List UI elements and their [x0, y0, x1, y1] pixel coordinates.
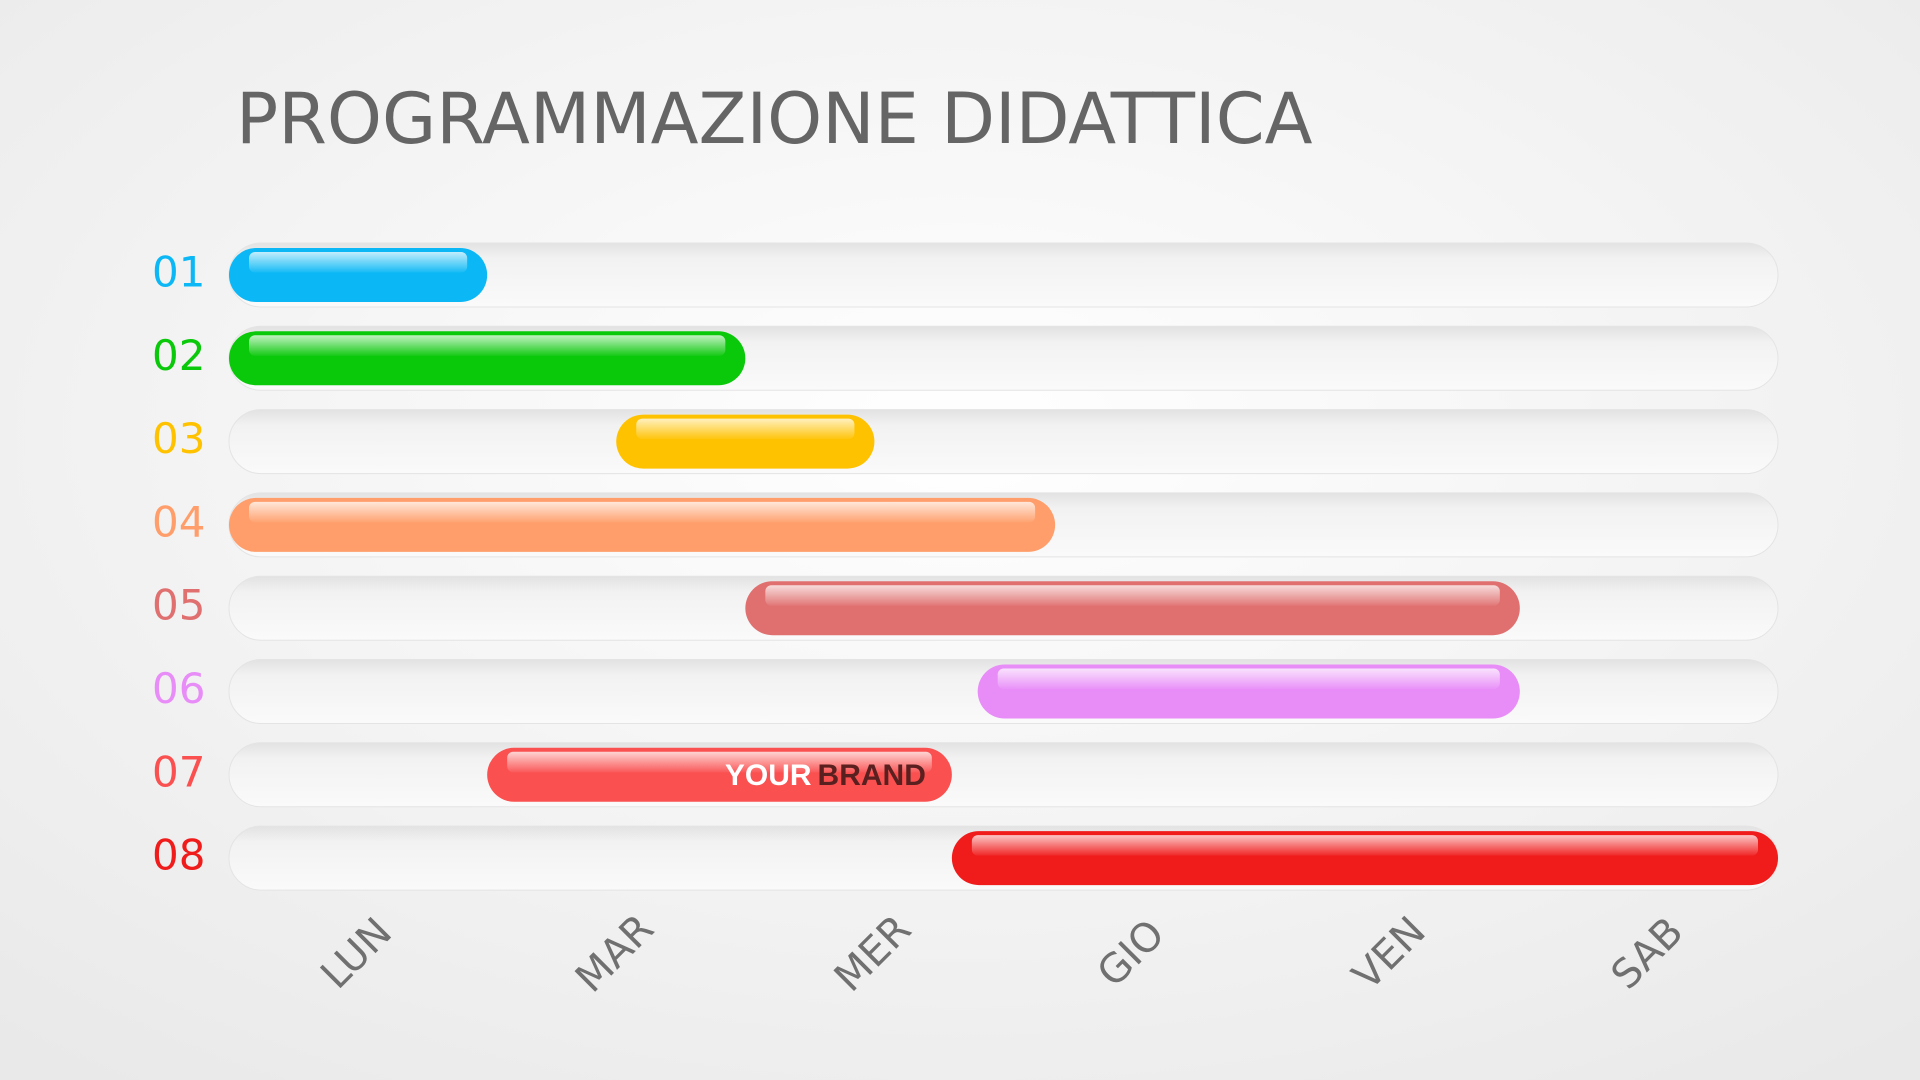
row-label: 03	[152, 414, 205, 463]
bar-highlight	[249, 501, 1036, 523]
watermark: YOUR BRAND	[725, 759, 926, 792]
track	[228, 409, 1779, 475]
watermark-word: YOUR	[725, 759, 812, 792]
track	[228, 742, 1779, 808]
bar-highlight	[971, 835, 1758, 856]
bar-highlight	[249, 335, 726, 356]
bar-highlight	[997, 668, 1500, 690]
bar-highlight	[636, 418, 855, 440]
row-label: 08	[152, 831, 205, 880]
row-label: 01	[152, 248, 205, 297]
row-label: 02	[152, 331, 205, 380]
row-label: 04	[152, 497, 205, 546]
bar-highlight	[765, 585, 1500, 606]
row-label: 05	[152, 581, 205, 630]
bar-highlight	[249, 252, 468, 273]
chart-title: PROGRAMMAZIONE DIDATTICA	[236, 78, 1313, 160]
bar-highlight	[507, 751, 932, 773]
watermark-word: BRAND	[818, 759, 926, 792]
row-label: 06	[152, 664, 205, 713]
row-label: 07	[152, 747, 205, 796]
